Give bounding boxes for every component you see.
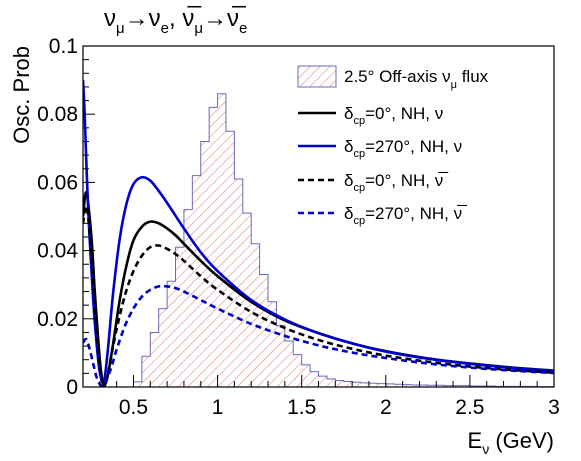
x-tick-label: 1 xyxy=(212,396,224,419)
y-tick-label: 0 xyxy=(66,376,78,399)
y-tick-label: 0.02 xyxy=(37,308,78,331)
legend-label-series-2: δcp=270°, NH, ν xyxy=(344,137,462,160)
probability-curves xyxy=(83,80,554,387)
x-tick-label: 2 xyxy=(380,396,392,419)
y-tick-label: 0.08 xyxy=(37,103,78,126)
legend: 2.5° Off-axis νμ flux δcp=0°, NH, ν δcp=… xyxy=(297,65,489,227)
legend-label-series-1: δcp=0°, NH, ν xyxy=(344,104,443,127)
x-tick-label: 1.5 xyxy=(287,396,316,419)
axes: 0.5 1 1.5 2 2.5 3 0 0.02 0.04 0.06 0.08 0.1 xyxy=(37,35,560,419)
x-tick-label: 3 xyxy=(548,396,560,419)
legend-label-series-4: δcp=270°, NH, ν̅ xyxy=(344,204,467,227)
series-line-3 xyxy=(83,204,554,386)
series-line-4 xyxy=(83,284,554,387)
legend-label-series-3: δcp=0°, NH, ν̅ xyxy=(344,171,448,194)
flux-histogram-bars xyxy=(83,93,554,387)
x-axis-label: Eν (GeV) xyxy=(468,428,554,457)
x-tick-label: 2.5 xyxy=(455,396,484,419)
y-axis-label: Osc. Prob xyxy=(9,46,34,144)
x-tick-label: 0.5 xyxy=(119,396,148,419)
flux-histogram xyxy=(83,93,554,387)
y-tick-label: 0.1 xyxy=(49,35,78,58)
y-tick-label: 0.06 xyxy=(37,171,78,194)
legend-label-flux: 2.5° Off-axis νμ flux xyxy=(344,67,489,91)
chart-title: νμ→νe, ν̅μ→ν̅e xyxy=(104,5,247,37)
legend-swatch-flux xyxy=(297,65,337,88)
y-tick-label: 0.04 xyxy=(37,240,78,263)
